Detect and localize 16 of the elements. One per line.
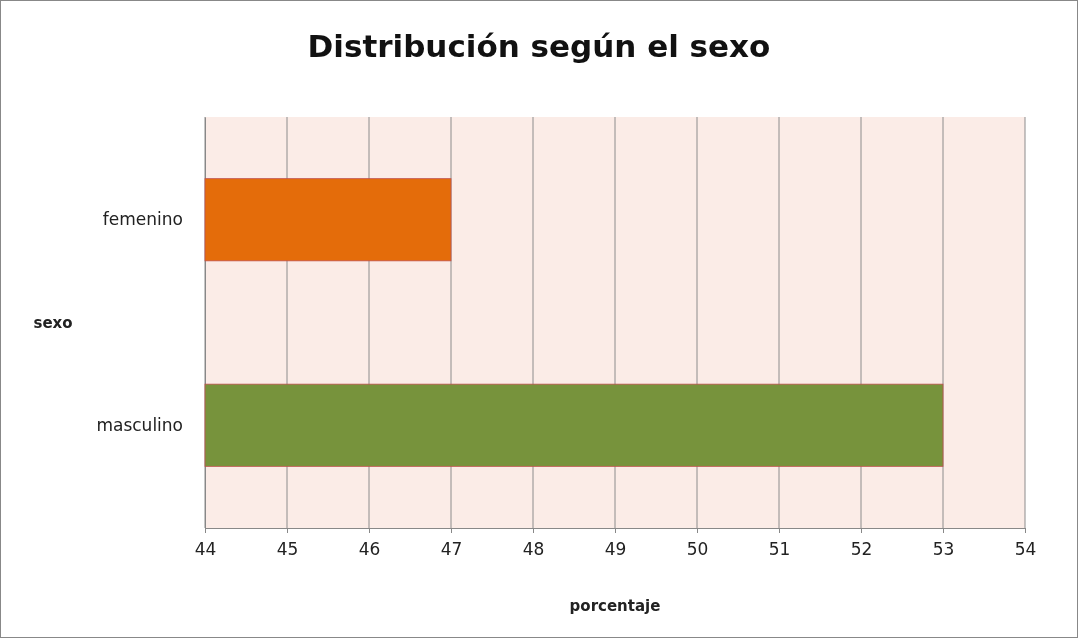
x-tick-label: 54 bbox=[1014, 539, 1037, 560]
x-tick-label: 44 bbox=[194, 539, 217, 560]
x-tick-label: 49 bbox=[604, 539, 627, 560]
y-tick-label: femenino bbox=[102, 209, 183, 230]
y-axis-title: sexo bbox=[33, 313, 73, 332]
x-tick-label: 50 bbox=[686, 539, 709, 560]
x-tick-label: 46 bbox=[358, 539, 381, 560]
x-tick-label: 52 bbox=[850, 539, 873, 560]
x-axis-title: porcentaje bbox=[569, 597, 661, 615]
y-tick-label: masculino bbox=[96, 414, 183, 435]
x-tick-label: 53 bbox=[932, 539, 955, 560]
x-tick-label: 48 bbox=[522, 539, 545, 560]
chart-title: Distribución según el sexo bbox=[307, 28, 771, 64]
x-tick-label: 47 bbox=[440, 539, 463, 560]
x-tick-label: 45 bbox=[276, 539, 299, 560]
x-tick-label: 51 bbox=[768, 539, 791, 560]
